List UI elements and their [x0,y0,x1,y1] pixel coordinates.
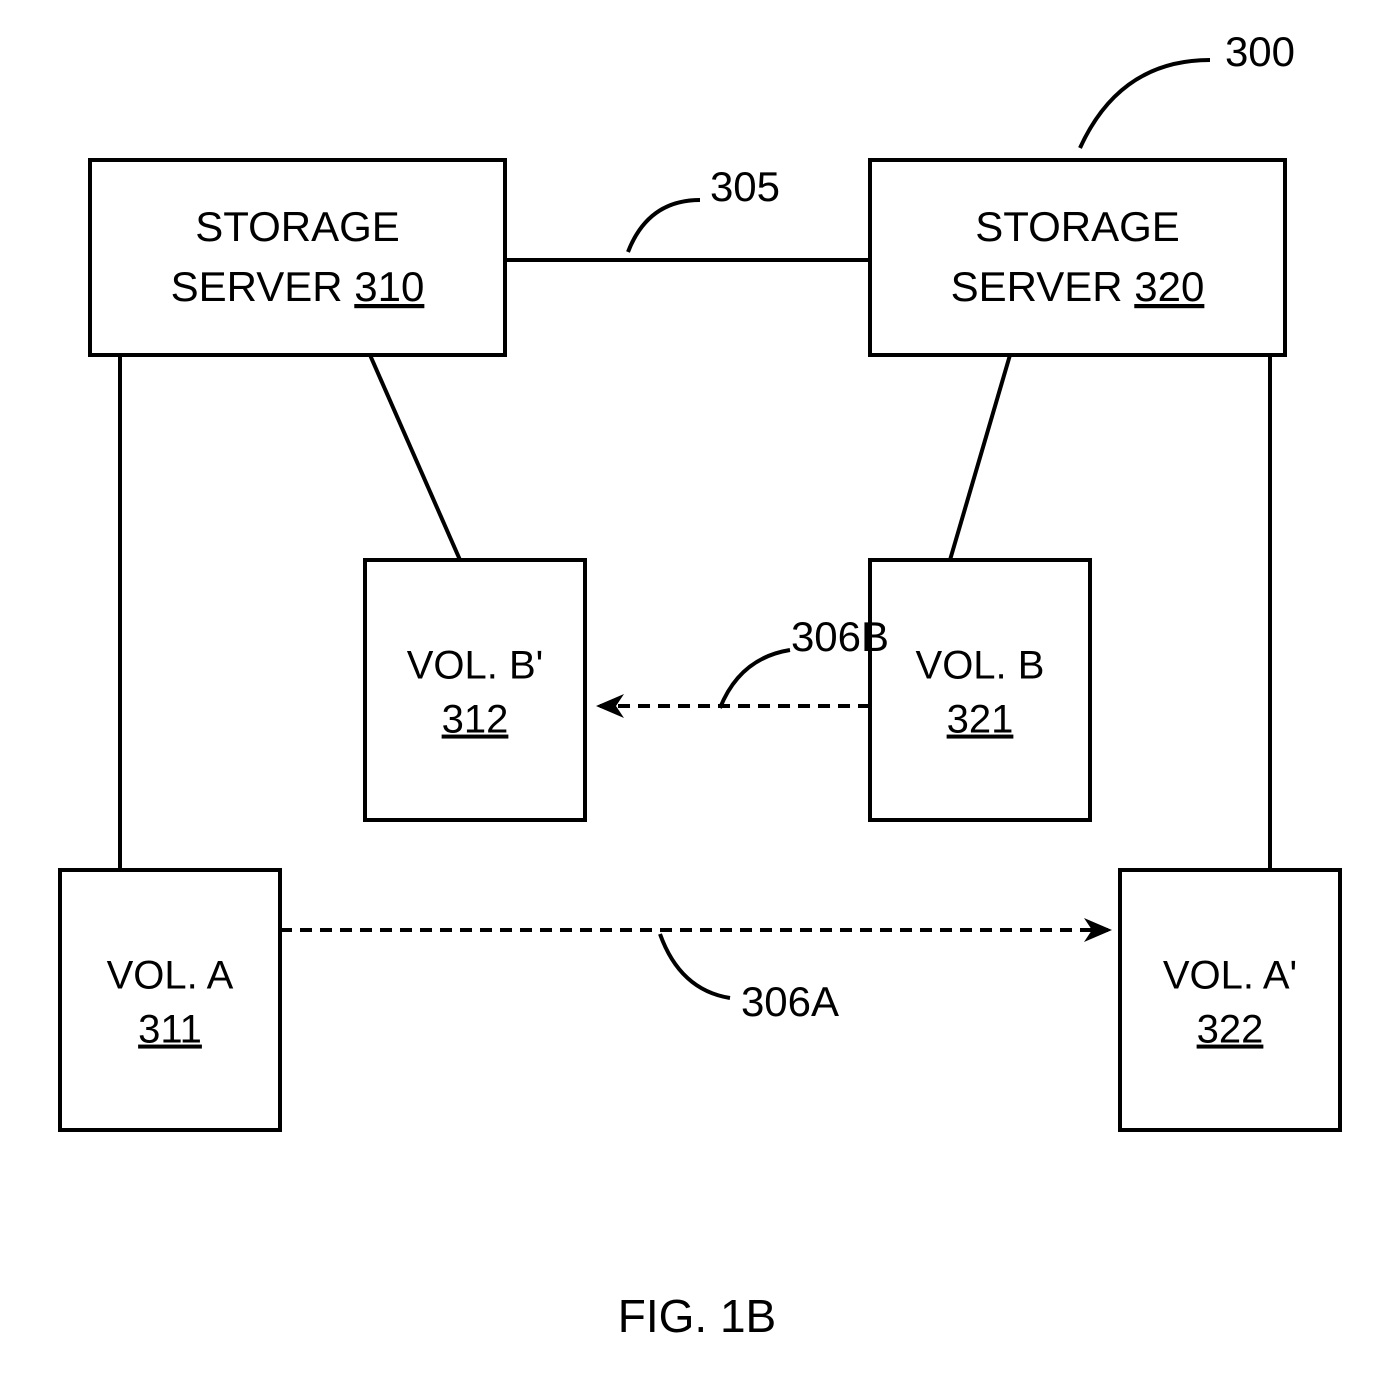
svg-text:321: 321 [947,698,1014,742]
volume-a-311 [60,870,280,1130]
svg-text:305: 305 [710,163,780,210]
svg-text:300: 300 [1225,28,1295,75]
storage-diagram: STORAGE SERVER 310 STORAGE SERVER 320 VOL. B… [0,0,1394,1378]
svg-text:306A: 306A [741,978,839,1025]
svg-text:FIG. 1B: FIG. 1B [618,1290,776,1342]
svg-text:STORAGE: STORAGE [195,203,400,250]
svg-text:VOL. B: VOL. B [916,644,1045,688]
svg-text:312: 312 [442,698,509,742]
svg-text:322: 322 [1197,1008,1264,1052]
svg-text:VOL. A': VOL. A' [1163,954,1297,998]
volume-b-prime-312 [365,560,585,820]
volume-a-prime-322 [1120,870,1340,1130]
svg-text:306B: 306B [791,613,889,660]
svg-text:SERVER 320: SERVER 320 [951,263,1205,310]
svg-text:SERVER 310: SERVER 310 [171,263,425,310]
svg-text:311: 311 [138,1008,202,1052]
volume-b-321 [870,560,1090,820]
storage-server-310 [90,160,505,355]
svg-text:VOL. A: VOL. A [107,954,234,998]
storage-server-320 [870,160,1285,355]
svg-text:STORAGE: STORAGE [975,203,1180,250]
svg-text:VOL. B': VOL. B' [407,644,544,688]
